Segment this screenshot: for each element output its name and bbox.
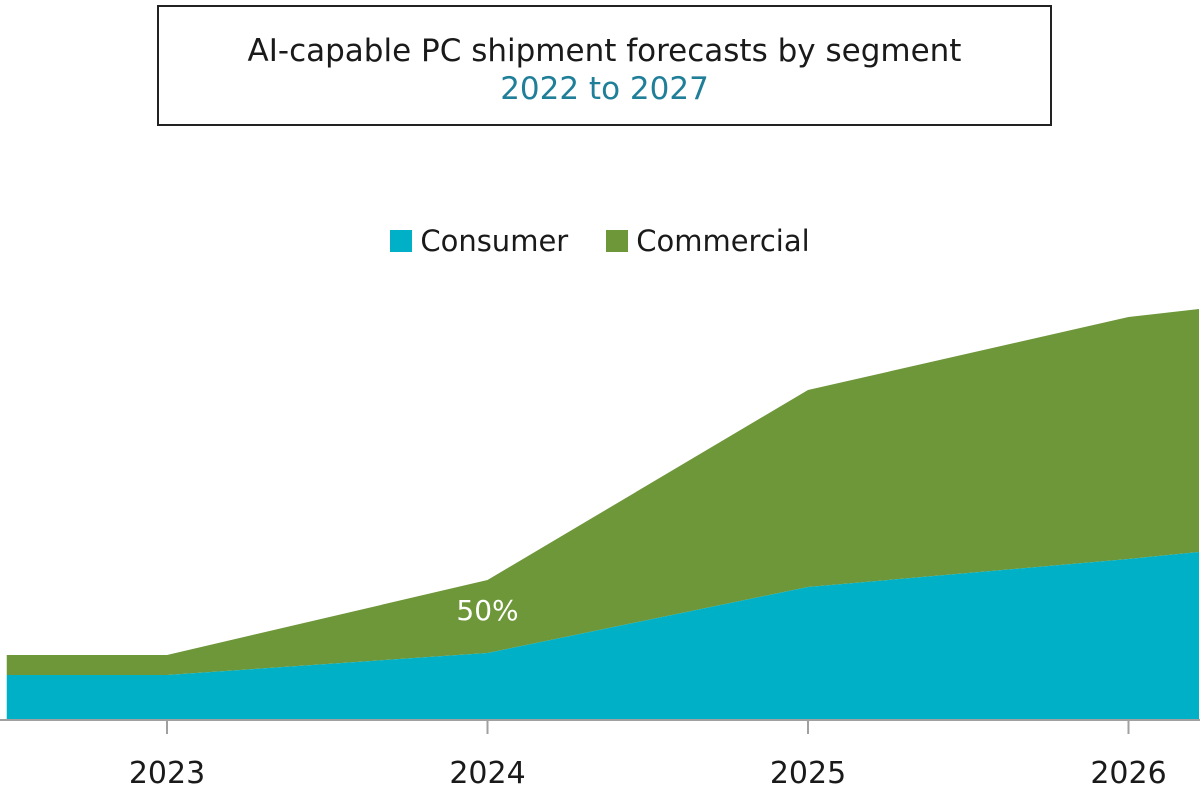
chart-title: AI-capable PC shipment forecasts by segm… [247,33,962,69]
area-commercial [6,309,1200,675]
x-tick-label-2025: 2025 [770,756,846,791]
x-tick-label-2024: 2024 [449,756,525,791]
legend-label-commercial: Commercial [636,224,810,258]
chart-title-box: AI-capable PC shipment forecasts by segm… [157,5,1052,126]
x-tick-label-2023: 2023 [129,756,205,791]
legend-swatch-consumer [390,230,413,252]
chart-legend: Consumer Commercial [0,224,1200,258]
legend-item-consumer: Consumer [390,224,568,258]
area-consumer [6,552,1200,720]
legend-label-consumer: Consumer [420,224,569,258]
chart-subtitle: 2022 to 2027 [500,71,709,107]
annotation-label-0: 50% [456,594,518,627]
legend-item-commercial: Commercial [606,224,810,258]
x-tick-label-2026: 2026 [1090,756,1166,791]
legend-swatch-commercial [606,230,629,252]
